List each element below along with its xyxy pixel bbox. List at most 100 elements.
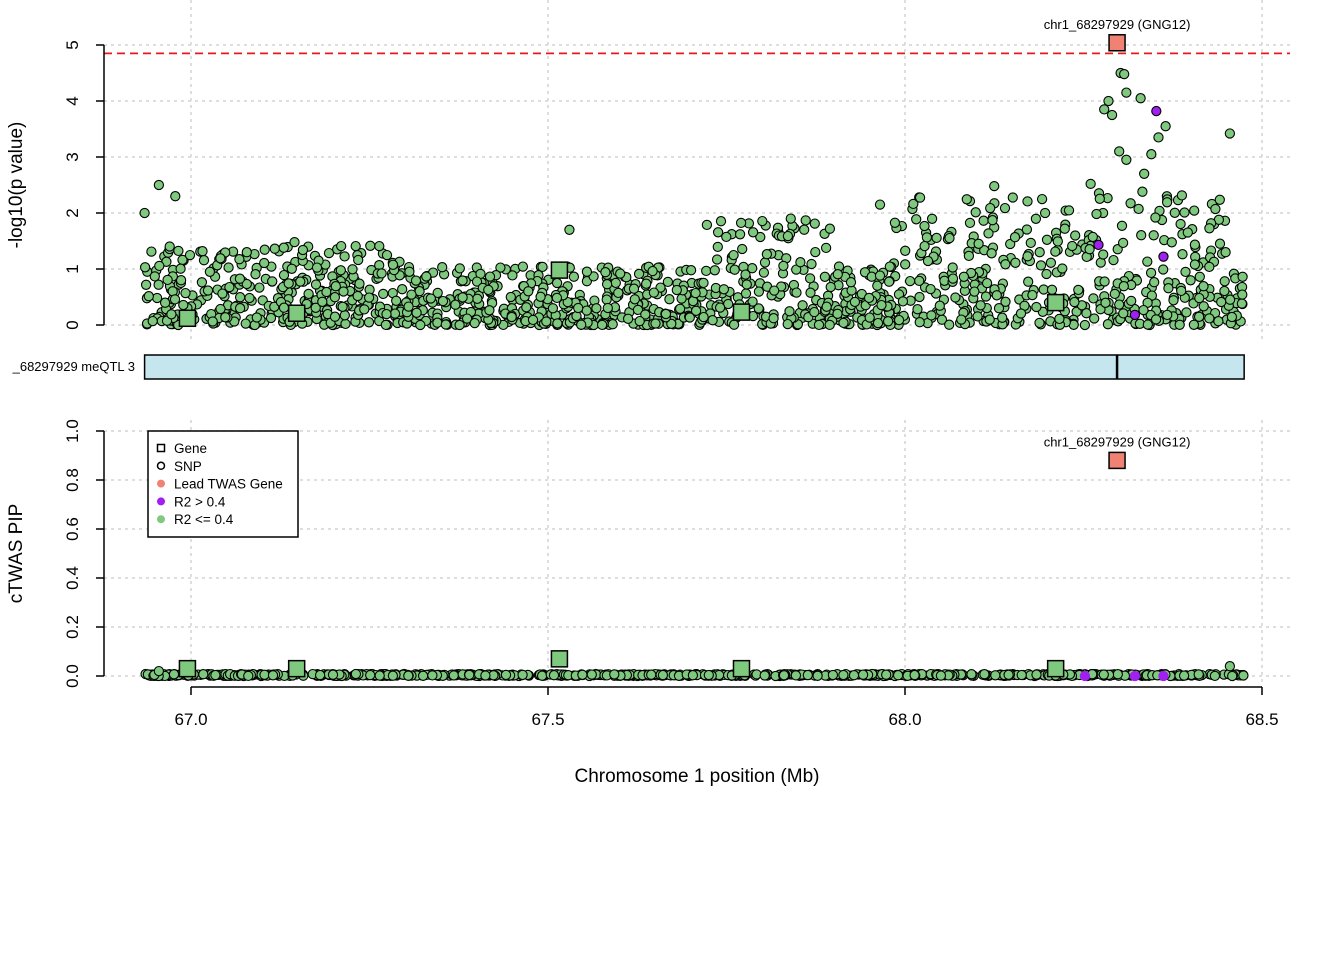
snp-point — [1236, 298, 1248, 309]
snp-point — [602, 302, 613, 314]
snp-point — [1213, 316, 1224, 327]
bottom-y-tick-label: 0.2 — [63, 615, 82, 639]
snp-point — [600, 267, 611, 278]
x-axis-title: Chromosome 1 position (Mb) — [575, 766, 820, 787]
snp-point — [552, 318, 563, 329]
snp-point — [1112, 669, 1123, 680]
snp-point — [650, 318, 661, 329]
snp-point — [450, 299, 461, 310]
snp-point — [363, 317, 375, 328]
snp-point — [1237, 289, 1248, 300]
snp-point — [685, 265, 697, 276]
snp-point — [1145, 267, 1157, 279]
snp-point — [1034, 247, 1045, 258]
snp-point — [1227, 670, 1238, 682]
snp-point — [1100, 297, 1111, 308]
snp-point — [1175, 218, 1186, 230]
snp-point — [1189, 205, 1200, 216]
snp-point — [234, 254, 245, 265]
snp-point — [1114, 146, 1125, 157]
snp-point — [944, 232, 955, 244]
snp-point — [950, 292, 961, 303]
snp-point — [241, 278, 252, 290]
snp-point — [1000, 296, 1011, 307]
snp-point — [966, 669, 977, 680]
snp-point — [1146, 149, 1157, 160]
legend-dot-icon — [157, 497, 165, 506]
snp-point — [278, 269, 290, 281]
snp-point — [934, 300, 945, 311]
snp-point — [139, 262, 151, 273]
snp-point — [283, 278, 294, 289]
snp-point — [146, 246, 157, 257]
snp-point — [380, 319, 392, 331]
snp-point — [1193, 311, 1205, 322]
snp-point — [337, 301, 348, 312]
snp-point — [1133, 203, 1144, 215]
snp-point — [805, 287, 816, 298]
snp-point — [1219, 285, 1230, 297]
snp-point — [1025, 237, 1036, 249]
snp-point — [622, 313, 634, 324]
snp-point — [421, 271, 432, 282]
snp-point — [629, 294, 640, 305]
snp-point — [523, 286, 534, 297]
snp-point — [824, 319, 835, 331]
snp-point — [576, 319, 587, 330]
snp-point — [1031, 301, 1042, 313]
top-lead-gene-label: chr1_68297929 (GNG12) — [1044, 17, 1191, 32]
snp-point — [278, 242, 289, 253]
snp-point — [1176, 190, 1188, 201]
snp-point — [210, 669, 221, 681]
snp-point — [220, 312, 231, 323]
snp-point — [265, 312, 277, 324]
snp-point — [931, 232, 942, 244]
snp-point-r2-high — [1129, 309, 1141, 321]
snp-point — [327, 669, 339, 680]
top-panel-y-axis: 0 1 2 3 4 5 — [63, 40, 105, 330]
legend-dot-icon — [157, 479, 165, 488]
snp-point — [353, 254, 364, 266]
snp-point — [1224, 128, 1236, 139]
snp-point — [330, 281, 341, 292]
snp-point — [1178, 670, 1190, 681]
snp-point — [1070, 230, 1081, 241]
snp-point — [577, 669, 588, 680]
snp-point — [581, 266, 593, 277]
snp-point — [139, 207, 150, 219]
snp-point — [202, 285, 214, 296]
snp-point — [404, 266, 415, 277]
snp-point — [1224, 661, 1236, 672]
snp-point — [784, 306, 795, 317]
snp-point — [1010, 257, 1021, 268]
snp-point — [914, 317, 925, 328]
snp-point — [647, 265, 658, 277]
snp-point — [981, 277, 993, 289]
snp-point — [387, 259, 399, 270]
bottom-panel-gene-points — [178, 451, 1126, 678]
snp-point — [893, 314, 905, 326]
snp-point — [234, 303, 246, 314]
snp-point — [1238, 670, 1249, 681]
snp-point — [259, 257, 270, 269]
legend-label: SNP — [174, 459, 202, 474]
snp-point — [1054, 313, 1065, 325]
snp-point — [140, 279, 152, 290]
snp-point — [758, 267, 770, 278]
snp-point — [269, 243, 280, 254]
snp-point — [381, 249, 393, 261]
snp-point — [153, 179, 165, 191]
snp-point — [1139, 168, 1150, 179]
snp-point — [317, 296, 328, 307]
snp-point — [198, 669, 209, 680]
snp-point — [712, 241, 723, 253]
gene-point — [287, 304, 306, 322]
gene-point — [732, 303, 751, 321]
snp-point — [173, 245, 184, 257]
snp-point — [1210, 203, 1221, 215]
snp-point — [684, 312, 695, 323]
snp-point — [374, 240, 385, 252]
snp-point — [184, 249, 196, 261]
snp-point — [735, 217, 747, 229]
snp-point — [947, 262, 958, 273]
